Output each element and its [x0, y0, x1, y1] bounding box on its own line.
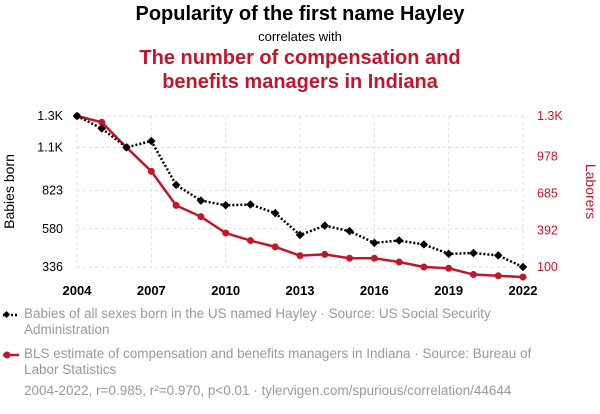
right-axis-tick-label: 978 — [537, 150, 558, 164]
x-axis-tick-label: 2007 — [137, 283, 166, 298]
series1-point-2005 — [97, 124, 107, 133]
series1-point-2016 — [370, 238, 379, 248]
series2-point-2021 — [494, 272, 502, 280]
x-axis-tick-label: 2004 — [63, 283, 93, 298]
left-axis-tick-label: 823 — [42, 184, 63, 198]
left-axis-tick-label: 336 — [42, 260, 63, 274]
series1-point-2019 — [444, 249, 453, 259]
series2-point-2018 — [420, 263, 428, 271]
right-axis-tick-label: 1.3K — [537, 109, 563, 123]
x-axis-tick-label: 2022 — [509, 283, 538, 298]
series2-point-2014 — [321, 250, 329, 258]
series1-point-2020 — [469, 248, 478, 258]
left-axis-tick-label: 580 — [42, 222, 63, 236]
left-axis-tick-label: 1.1K — [37, 140, 63, 154]
second-series-title: The number of compensation and benefits … — [0, 46, 600, 94]
series1-point-2004 — [72, 111, 82, 121]
series2-point-2009 — [197, 213, 205, 221]
second-title-line-2: benefits managers in Indiana — [162, 71, 438, 93]
right-axis-tick-label: 685 — [537, 186, 558, 200]
x-axis-tick-label: 2019 — [434, 283, 463, 298]
left-axis-title: Babies born — [1, 154, 17, 229]
series2-point-2020 — [469, 271, 477, 279]
second-title-line-1: The number of compensation and — [139, 47, 461, 69]
right-axis-tick-label: 392 — [537, 223, 558, 237]
series1-point-2021 — [493, 251, 503, 260]
series2-point-2019 — [445, 264, 453, 272]
series1-point-2006 — [122, 143, 131, 152]
chart-title: Popularity of the first name Hayley — [135, 3, 465, 25]
legend-swatch-series2 — [3, 351, 19, 359]
left-axis-tick-label: 1.3K — [37, 109, 63, 123]
legend-swatch-series1 — [2, 310, 19, 319]
series2-point-2011 — [246, 237, 254, 245]
x-axis-tick-label: 2016 — [360, 283, 389, 298]
series2-point-2016 — [370, 254, 378, 262]
series1-point-2015 — [345, 226, 354, 236]
series1-point-2017 — [394, 236, 404, 245]
series1-point-2008 — [171, 180, 181, 190]
series2-point-2007 — [147, 167, 155, 175]
series2-point-2013 — [296, 252, 304, 260]
series2-point-2022 — [519, 273, 527, 281]
series2-point-2008 — [172, 201, 180, 209]
series1-point-2011 — [246, 200, 255, 209]
series1-point-2018 — [419, 240, 429, 249]
series1-point-2009 — [196, 196, 206, 205]
series2-point-2012 — [271, 243, 279, 251]
series1-point-2007 — [147, 136, 156, 146]
series2-point-2010 — [222, 229, 230, 237]
footer-stats: 2004-2022, r=0.985, r²=0.970, p<0.01 · t… — [24, 383, 512, 398]
series1-point-2012 — [270, 208, 280, 218]
chart-connector-text: correlates with — [258, 29, 342, 44]
right-axis-tick-label: 100 — [537, 260, 558, 274]
series1-point-2022 — [518, 262, 528, 272]
x-axis-tick-label: 2013 — [286, 283, 315, 298]
series2-point-2015 — [346, 254, 354, 262]
right-axis-title: Laborers — [583, 164, 599, 219]
x-axis-tick-label: 2010 — [211, 283, 240, 298]
series2-point-2017 — [395, 258, 403, 266]
legend-label-series2: BLS estimate of compensation and benefit… — [24, 346, 532, 377]
dual-axis-line-chart: 336 580 823 1.1K 1.3K 100 392 685 978 1.3K 2004 200… — [1, 109, 599, 298]
series2-point-2005 — [98, 118, 106, 126]
series1-point-2014 — [320, 221, 330, 230]
legend-label-series1: Babies of all sexes born in the US named… — [24, 306, 491, 337]
series1-point-2010 — [221, 201, 230, 210]
series1-point-2013 — [295, 230, 305, 240]
